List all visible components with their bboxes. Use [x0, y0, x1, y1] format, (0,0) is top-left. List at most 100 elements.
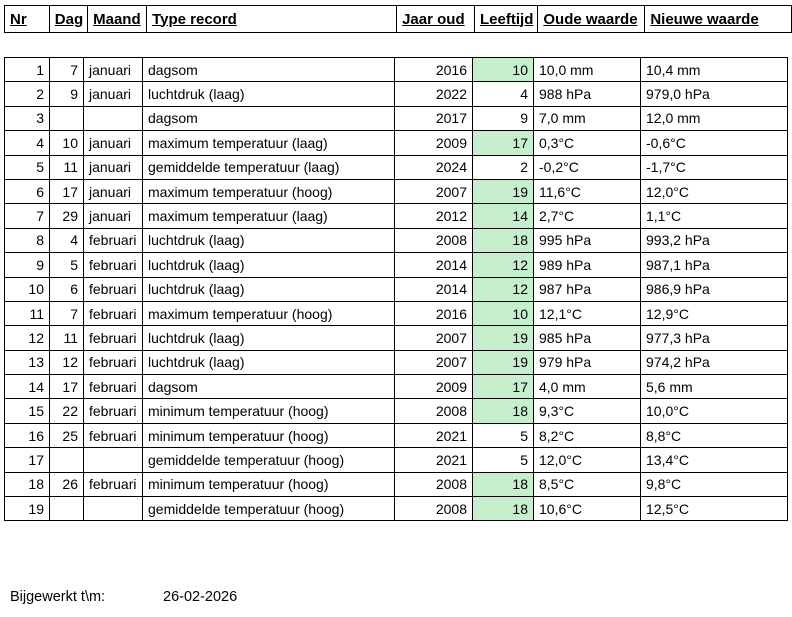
cell-oude-waarde[interactable]: 988 hPa	[533, 81, 641, 107]
cell-leeftijd[interactable]: 4	[472, 81, 534, 107]
cell-nieuwe-waarde[interactable]: 986,9 hPa	[640, 276, 788, 302]
cell-leeftijd[interactable]: 14	[472, 203, 534, 229]
cell-dag[interactable]	[49, 447, 84, 473]
cell-leeftijd[interactable]: 12	[472, 276, 534, 302]
header-nieuwe-waarde[interactable]: Nieuwe waarde	[644, 5, 792, 33]
cell-oude-waarde[interactable]: 989 hPa	[533, 252, 641, 278]
cell-jaar-oud[interactable]: 2022	[394, 81, 473, 107]
cell-nieuwe-waarde[interactable]: 13,4°C	[640, 447, 788, 473]
cell-maand[interactable]: februari	[83, 252, 143, 278]
cell-maand[interactable]: februari	[83, 374, 143, 400]
cell-jaar-oud[interactable]: 2008	[394, 471, 473, 498]
cell-nieuwe-waarde[interactable]: 5,6 mm	[640, 374, 788, 400]
cell-type-record[interactable]: luchtdruk (laag)	[142, 325, 395, 351]
cell-maand[interactable]: januari	[83, 203, 143, 229]
cell-dag[interactable]: 25	[49, 422, 84, 449]
cell-oude-waarde[interactable]: 12,0°C	[533, 447, 641, 473]
cell-maand[interactable]: februari	[83, 471, 143, 498]
cell-jaar-oud[interactable]: 2014	[394, 252, 473, 278]
cell-oude-waarde[interactable]: 995 hPa	[533, 227, 641, 254]
cell-leeftijd[interactable]: 9	[472, 105, 534, 132]
cell-nr[interactable]: 9	[4, 252, 50, 278]
cell-dag[interactable]: 12	[49, 349, 84, 376]
cell-nr[interactable]: 10	[4, 276, 50, 302]
cell-nieuwe-waarde[interactable]: 12,0°C	[640, 178, 788, 205]
cell-maand[interactable]	[83, 105, 143, 132]
cell-oude-waarde[interactable]: 8,5°C	[533, 471, 641, 498]
cell-type-record[interactable]: luchtdruk (laag)	[142, 349, 395, 376]
cell-jaar-oud[interactable]: 2012	[394, 203, 473, 229]
cell-nr[interactable]: 15	[4, 398, 50, 424]
cell-type-record[interactable]: luchtdruk (laag)	[142, 81, 395, 107]
cell-jaar-oud[interactable]: 2009	[394, 130, 473, 156]
cell-nieuwe-waarde[interactable]: 12,0 mm	[640, 105, 788, 132]
header-type-record[interactable]: Type record	[146, 5, 398, 33]
cell-type-record[interactable]: luchtdruk (laag)	[142, 227, 395, 254]
cell-nieuwe-waarde[interactable]: 977,3 hPa	[640, 325, 788, 351]
cell-dag[interactable]	[49, 496, 84, 522]
cell-dag[interactable]: 4	[49, 227, 84, 254]
cell-maand[interactable]: januari	[83, 154, 143, 180]
cell-dag[interactable]: 17	[49, 374, 84, 400]
cell-jaar-oud[interactable]: 2008	[394, 398, 473, 424]
cell-oude-waarde[interactable]: 979 hPa	[533, 349, 641, 376]
cell-dag[interactable]: 11	[49, 154, 84, 180]
cell-maand[interactable]	[83, 447, 143, 473]
cell-oude-waarde[interactable]: 10,0 mm	[533, 56, 641, 83]
cell-jaar-oud[interactable]: 2021	[394, 422, 473, 449]
cell-oude-waarde[interactable]: 8,2°C	[533, 422, 641, 449]
cell-jaar-oud[interactable]: 2009	[394, 374, 473, 400]
cell-type-record[interactable]: dagsom	[142, 56, 395, 83]
cell-nieuwe-waarde[interactable]: 10,4 mm	[640, 56, 788, 83]
cell-nieuwe-waarde[interactable]: 1,1°C	[640, 203, 788, 229]
cell-oude-waarde[interactable]: 4,0 mm	[533, 374, 641, 400]
cell-leeftijd[interactable]: 17	[472, 130, 534, 156]
header-nr[interactable]: Nr	[4, 5, 50, 33]
cell-jaar-oud[interactable]: 2007	[394, 325, 473, 351]
cell-nr[interactable]: 12	[4, 325, 50, 351]
cell-type-record[interactable]: gemiddelde temperatuur (hoog)	[142, 496, 395, 522]
cell-nr[interactable]: 18	[4, 471, 50, 498]
cell-oude-waarde[interactable]: 2,7°C	[533, 203, 641, 229]
cell-jaar-oud[interactable]: 2016	[394, 56, 473, 83]
cell-jaar-oud[interactable]: 2008	[394, 227, 473, 254]
cell-jaar-oud[interactable]: 2007	[394, 349, 473, 376]
cell-nieuwe-waarde[interactable]: 974,2 hPa	[640, 349, 788, 376]
cell-type-record[interactable]: minimum temperatuur (hoog)	[142, 398, 395, 424]
cell-nr[interactable]: 7	[4, 203, 50, 229]
header-oude-waarde[interactable]: Oude waarde	[537, 5, 646, 33]
cell-leeftijd[interactable]: 5	[472, 422, 534, 449]
cell-leeftijd[interactable]: 18	[472, 227, 534, 254]
cell-maand[interactable]: januari	[83, 130, 143, 156]
cell-jaar-oud[interactable]: 2007	[394, 178, 473, 205]
header-leeftijd[interactable]: Leeftijd	[474, 5, 539, 33]
cell-type-record[interactable]: gemiddelde temperatuur (laag)	[142, 154, 395, 180]
cell-nieuwe-waarde[interactable]: 8,8°C	[640, 422, 788, 449]
cell-type-record[interactable]: dagsom	[142, 374, 395, 400]
header-maand[interactable]: Maand	[87, 5, 148, 33]
cell-oude-waarde[interactable]: 10,6°C	[533, 496, 641, 522]
cell-nr[interactable]: 6	[4, 178, 50, 205]
cell-type-record[interactable]: luchtdruk (laag)	[142, 276, 395, 302]
cell-leeftijd[interactable]: 19	[472, 325, 534, 351]
cell-leeftijd[interactable]: 5	[472, 447, 534, 473]
cell-nr[interactable]: 1	[4, 56, 50, 83]
cell-nieuwe-waarde[interactable]: -1,7°C	[640, 154, 788, 180]
cell-dag[interactable]: 22	[49, 398, 84, 424]
cell-jaar-oud[interactable]: 2014	[394, 276, 473, 302]
cell-maand[interactable]: februari	[83, 349, 143, 376]
cell-type-record[interactable]: maximum temperatuur (laag)	[142, 130, 395, 156]
cell-dag[interactable]: 10	[49, 130, 84, 156]
cell-nieuwe-waarde[interactable]: -0,6°C	[640, 130, 788, 156]
cell-maand[interactable]	[83, 496, 143, 522]
cell-leeftijd[interactable]: 17	[472, 374, 534, 400]
cell-type-record[interactable]: maximum temperatuur (hoog)	[142, 178, 395, 205]
cell-leeftijd[interactable]: 10	[472, 56, 534, 83]
cell-oude-waarde[interactable]: 7,0 mm	[533, 105, 641, 132]
cell-nieuwe-waarde[interactable]: 12,5°C	[640, 496, 788, 522]
cell-dag[interactable]: 7	[49, 56, 84, 83]
cell-maand[interactable]: februari	[83, 398, 143, 424]
cell-nieuwe-waarde[interactable]: 987,1 hPa	[640, 252, 788, 278]
cell-maand[interactable]: februari	[83, 300, 143, 327]
cell-dag[interactable]: 26	[49, 471, 84, 498]
